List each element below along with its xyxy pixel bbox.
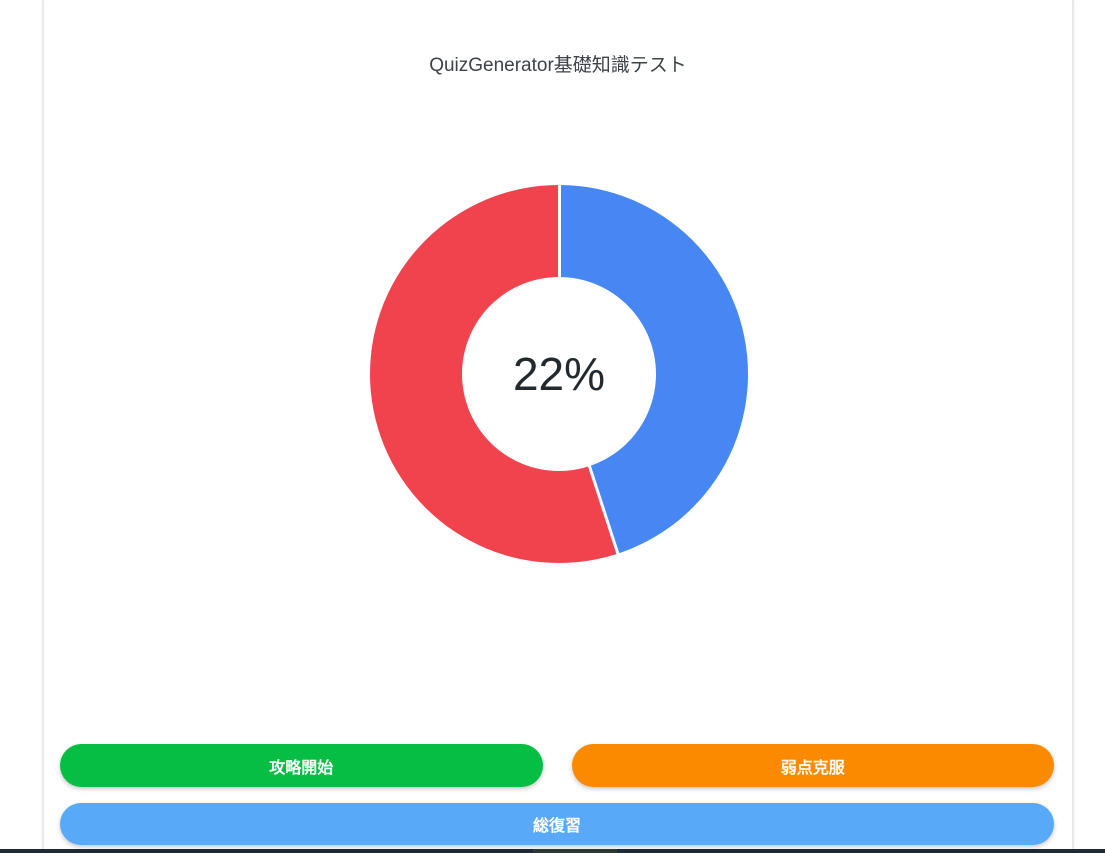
start-attack-button[interactable]: 攻略開始 xyxy=(60,744,543,787)
full-review-button[interactable]: 総復習 xyxy=(60,803,1054,845)
quiz-card: QuizGenerator基礎知識テスト 22% 攻略開始 弱点克服 総復習 xyxy=(42,0,1074,849)
donut-center: 22% xyxy=(462,277,656,471)
taskbar-edge xyxy=(0,849,1105,853)
weakness-overcome-button[interactable]: 弱点克服 xyxy=(571,744,1054,787)
donut-chart: 22% xyxy=(370,185,748,563)
progress-percentage: 22% xyxy=(512,348,606,400)
taskbar-icon-sliver xyxy=(533,849,617,853)
button-row: 攻略開始 弱点克服 xyxy=(60,744,1054,787)
page-title: QuizGenerator基礎知識テスト xyxy=(429,55,687,76)
